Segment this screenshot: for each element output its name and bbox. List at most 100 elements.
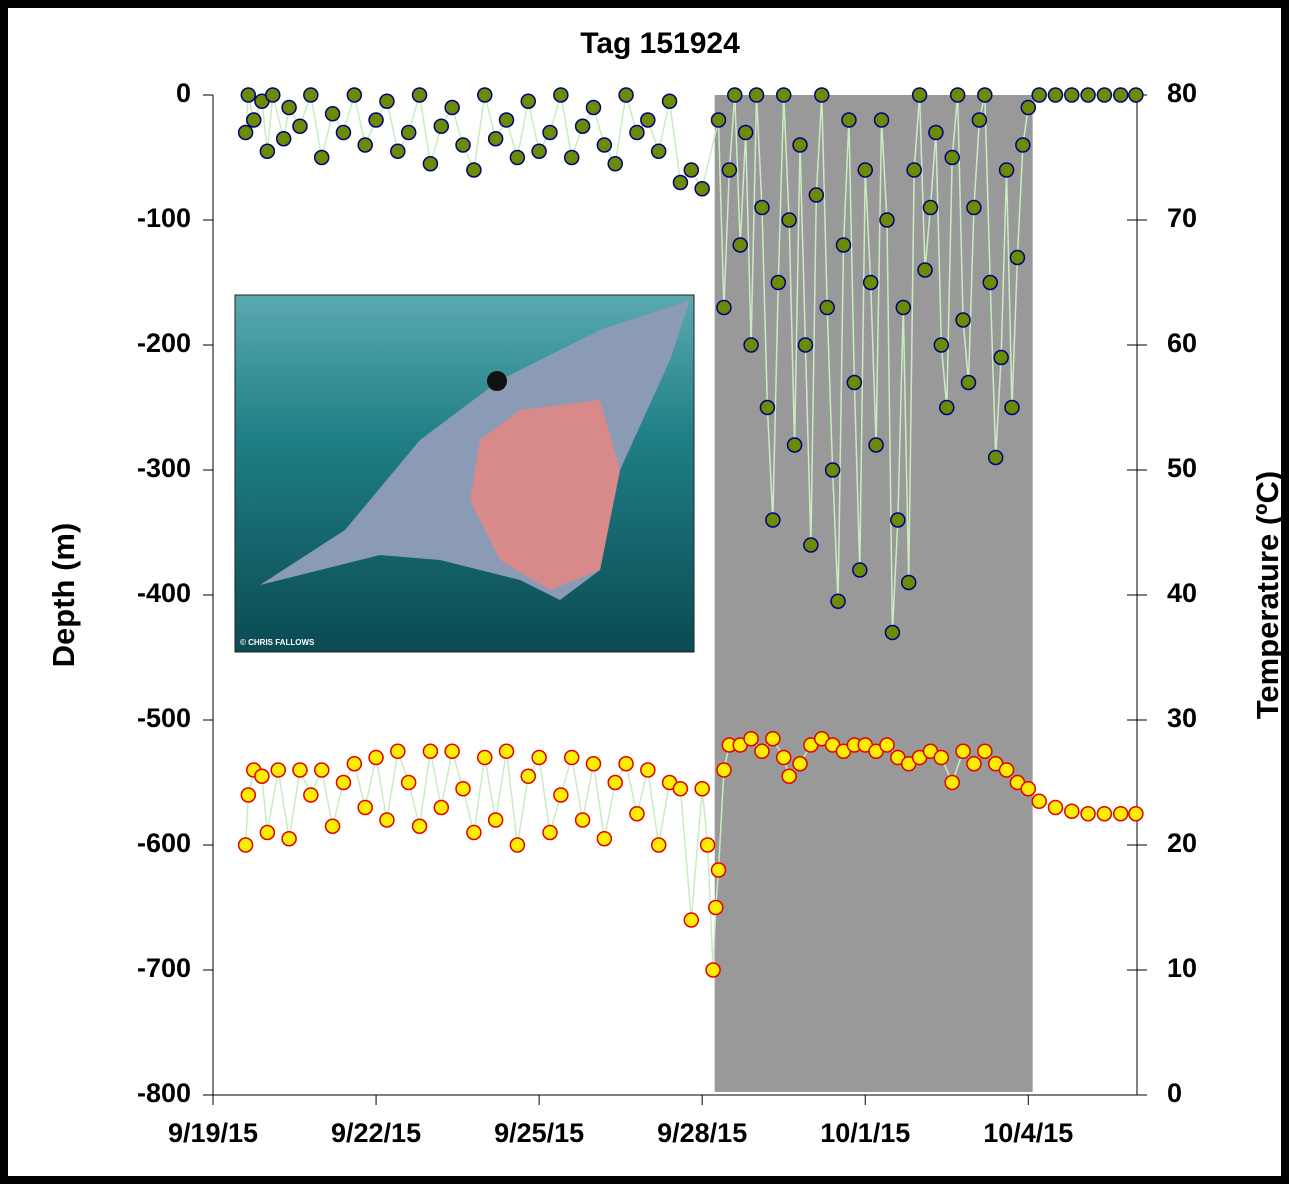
data-point [982, 274, 998, 291]
y-tick-label: -200 [137, 328, 191, 358]
data-point [895, 299, 912, 316]
data-point [737, 124, 754, 141]
data-point [237, 837, 254, 853]
data-point [466, 824, 482, 841]
y2-tick-label: 50 [1167, 453, 1197, 483]
data-point [574, 812, 591, 828]
y2-tick-label: 10 [1167, 953, 1197, 983]
data-point [694, 781, 710, 797]
data-point [1064, 87, 1080, 103]
data-point [743, 337, 759, 353]
photo-credit: © CHRIS FALLOWS [240, 638, 315, 647]
data-point [803, 537, 819, 553]
data-point [933, 749, 950, 766]
data-point [324, 818, 341, 834]
data-point [1096, 806, 1113, 822]
data-point [254, 768, 270, 784]
data-point [368, 112, 384, 128]
data-point [824, 462, 841, 478]
y2-tick-label: 40 [1167, 578, 1197, 608]
data-point [1096, 87, 1113, 103]
data-point [422, 743, 439, 759]
data-point [531, 143, 547, 159]
data-point [879, 212, 895, 228]
data-point [1064, 803, 1080, 819]
data-point [1047, 87, 1064, 103]
y2-tick-label: 60 [1167, 328, 1197, 358]
shark-mouth [470, 400, 620, 590]
data-point [765, 731, 781, 747]
data-point [313, 762, 330, 778]
data-point [607, 774, 623, 791]
data-point [868, 437, 884, 453]
data-point [422, 156, 439, 172]
data-point [987, 449, 1004, 466]
data-point [531, 749, 547, 766]
y-tick-label: -600 [137, 828, 191, 858]
data-point [716, 762, 732, 778]
data-point [939, 399, 955, 416]
data-point [966, 199, 982, 216]
data-point [1031, 87, 1047, 103]
data-point [792, 756, 808, 772]
data-point [998, 762, 1015, 778]
data-point [781, 768, 797, 784]
data-point [379, 812, 395, 828]
inset-photo: © CHRIS FALLOWS [234, 294, 695, 653]
data-point [487, 812, 504, 828]
y-tick-label: -100 [137, 203, 191, 233]
data-point [640, 112, 656, 128]
data-point [819, 299, 835, 316]
y2-tick-label: 70 [1167, 203, 1197, 233]
data-point [400, 774, 417, 791]
data-point [400, 124, 417, 141]
data-point [477, 87, 493, 103]
y2-axis-label: Temperature (ºC) [1250, 471, 1285, 719]
y-tick-label: 0 [176, 78, 191, 108]
data-point [721, 162, 738, 178]
data-point [1004, 399, 1020, 416]
data-point [672, 781, 689, 797]
data-point [596, 137, 613, 153]
data-point [716, 299, 732, 316]
data-point [574, 118, 591, 134]
data-point [259, 143, 276, 159]
data-point [1128, 87, 1144, 103]
data-point [765, 512, 781, 528]
data-point [292, 762, 308, 778]
data-point [754, 199, 770, 216]
data-point [852, 562, 868, 578]
data-point [683, 162, 700, 178]
data-point [694, 181, 710, 197]
data-point [884, 624, 901, 641]
data-point [672, 174, 689, 191]
data-point [357, 799, 373, 816]
data-point [618, 87, 634, 103]
data-point [862, 274, 879, 291]
shark-eye [487, 371, 507, 391]
data-point [1020, 99, 1037, 116]
data-point [830, 593, 846, 609]
data-point [911, 87, 928, 103]
data-point [542, 824, 558, 841]
data-point [640, 762, 656, 778]
y-tick-label: -300 [137, 453, 191, 483]
data-point [455, 781, 471, 797]
data-point [237, 124, 254, 141]
data-point [379, 93, 395, 109]
data-point [977, 743, 993, 759]
data-point [240, 787, 257, 803]
data-point [873, 112, 890, 128]
y2-tick-label: 0 [1167, 1078, 1182, 1108]
data-point [835, 237, 852, 253]
data-point [710, 112, 727, 128]
data-point [292, 118, 308, 134]
data-point [346, 87, 363, 103]
data-point [759, 399, 776, 416]
data-point [890, 512, 906, 528]
data-point [509, 837, 526, 853]
data-point [281, 99, 297, 116]
y-tick-label: -800 [137, 1078, 191, 1108]
data-point [270, 762, 286, 778]
